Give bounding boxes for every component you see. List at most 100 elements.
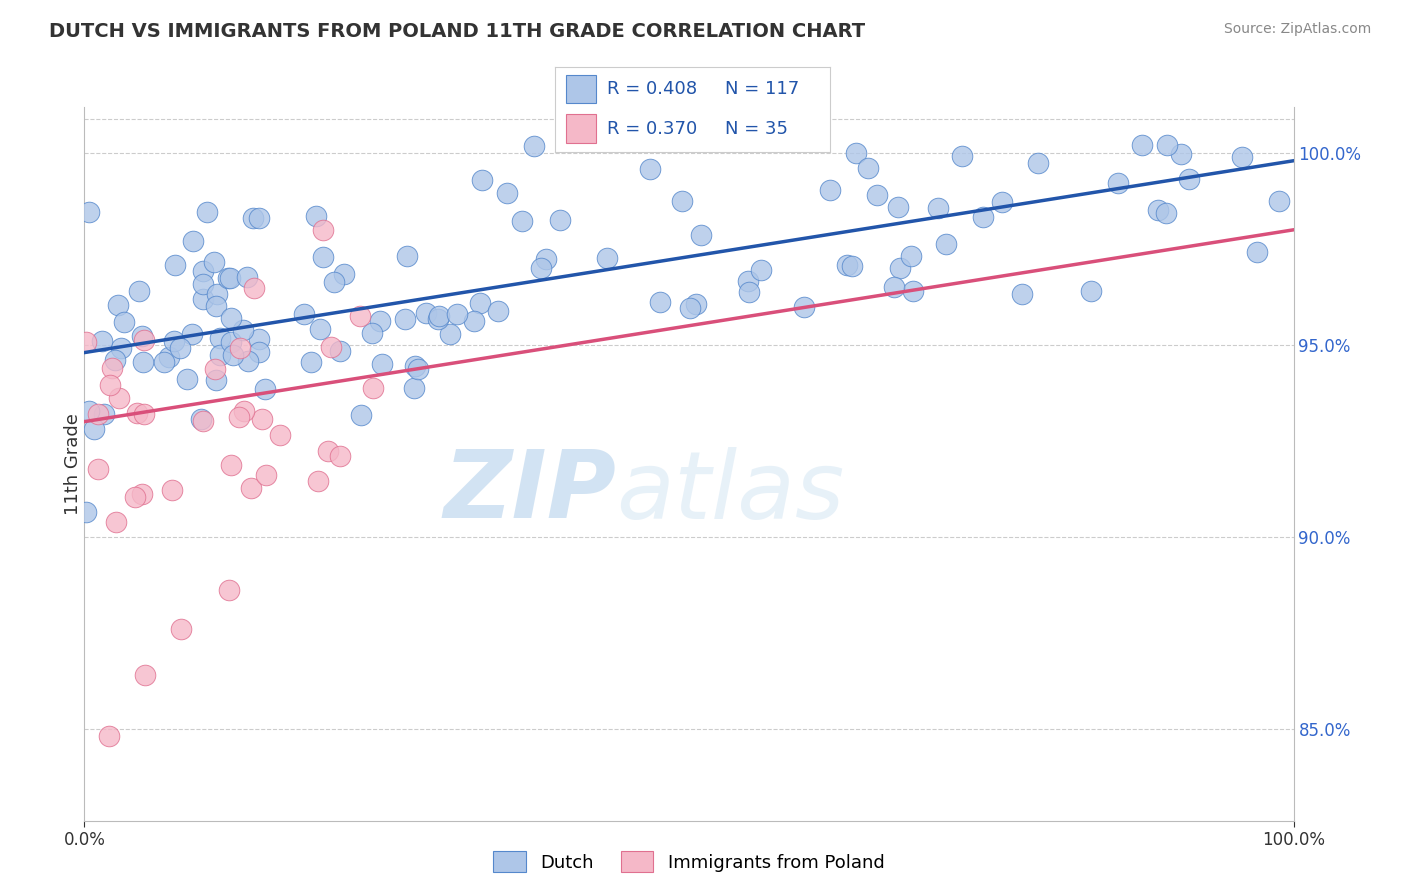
Text: R = 0.370: R = 0.370 xyxy=(607,120,697,137)
Point xyxy=(253,383,276,397)
Point xyxy=(204,373,226,387)
Point xyxy=(190,412,212,426)
Point xyxy=(856,161,879,176)
Point xyxy=(737,274,759,288)
Point xyxy=(887,200,910,214)
Point xyxy=(110,341,132,355)
Point xyxy=(523,138,546,153)
Point xyxy=(530,260,553,275)
Point xyxy=(427,310,450,324)
Point xyxy=(169,341,191,355)
Point xyxy=(205,299,228,313)
Point xyxy=(217,271,239,285)
Point xyxy=(240,481,263,495)
Point xyxy=(486,304,509,318)
Point xyxy=(751,262,773,277)
Point xyxy=(229,341,252,355)
Point xyxy=(496,186,519,200)
Text: atlas: atlas xyxy=(616,447,845,538)
Point xyxy=(935,236,957,251)
Point xyxy=(927,201,949,215)
Point xyxy=(1177,172,1199,186)
Point xyxy=(371,357,394,371)
Point xyxy=(426,312,449,326)
Point xyxy=(394,311,416,326)
Point xyxy=(329,344,352,359)
Point xyxy=(235,269,257,284)
Point xyxy=(242,211,264,226)
Text: N = 35: N = 35 xyxy=(725,120,789,137)
Point xyxy=(228,409,250,424)
Point xyxy=(132,408,155,422)
Point xyxy=(104,352,127,367)
Point xyxy=(1026,156,1049,170)
Point xyxy=(160,483,183,498)
Point xyxy=(446,307,468,321)
Point xyxy=(950,149,973,163)
Point xyxy=(648,294,671,309)
Point xyxy=(247,211,270,226)
Point xyxy=(1268,194,1291,208)
Point xyxy=(793,300,815,314)
Point xyxy=(162,334,184,349)
Point xyxy=(219,335,242,350)
Point xyxy=(471,172,494,186)
Point xyxy=(900,249,922,263)
Point xyxy=(209,331,232,345)
Point xyxy=(218,583,240,598)
Point xyxy=(361,326,384,340)
Point xyxy=(818,183,841,197)
Point xyxy=(333,268,356,282)
Point xyxy=(77,204,100,219)
Point xyxy=(866,187,889,202)
Point xyxy=(679,301,702,315)
Point xyxy=(396,250,419,264)
Point xyxy=(1170,147,1192,161)
Point xyxy=(1130,138,1153,153)
Point xyxy=(90,334,112,349)
Point xyxy=(107,297,129,311)
Point xyxy=(405,359,427,374)
Point xyxy=(991,194,1014,209)
Point xyxy=(107,391,129,405)
Point xyxy=(470,296,492,310)
Point xyxy=(93,407,115,421)
Point xyxy=(254,467,277,482)
Point xyxy=(901,284,924,298)
Point xyxy=(1147,202,1170,217)
Point xyxy=(170,622,193,636)
Point xyxy=(232,323,254,337)
Bar xyxy=(567,75,596,103)
Point xyxy=(889,260,911,275)
Point xyxy=(104,515,127,529)
Point xyxy=(204,361,226,376)
Point xyxy=(134,333,156,347)
Point xyxy=(83,422,105,436)
Point xyxy=(402,380,425,394)
Point xyxy=(132,355,155,369)
Point xyxy=(232,404,254,418)
Point xyxy=(247,332,270,346)
Point xyxy=(176,371,198,385)
Point xyxy=(463,313,485,327)
Text: DUTCH VS IMMIGRANTS FROM POLAND 11TH GRADE CORRELATION CHART: DUTCH VS IMMIGRANTS FROM POLAND 11TH GRA… xyxy=(49,22,865,41)
Point xyxy=(292,307,315,321)
Point xyxy=(308,322,330,336)
Point xyxy=(329,449,352,463)
Point xyxy=(124,490,146,504)
Point xyxy=(191,264,214,278)
Point xyxy=(305,209,328,223)
Point xyxy=(690,227,713,242)
Point xyxy=(361,381,384,395)
Point xyxy=(87,462,110,476)
Point xyxy=(243,281,266,295)
Point xyxy=(841,260,863,274)
Point xyxy=(205,286,228,301)
Point xyxy=(312,223,335,237)
Point xyxy=(247,344,270,359)
Point xyxy=(406,361,429,376)
Point xyxy=(319,340,342,354)
Point xyxy=(97,729,120,743)
Point xyxy=(1230,149,1253,163)
Point xyxy=(221,310,243,325)
